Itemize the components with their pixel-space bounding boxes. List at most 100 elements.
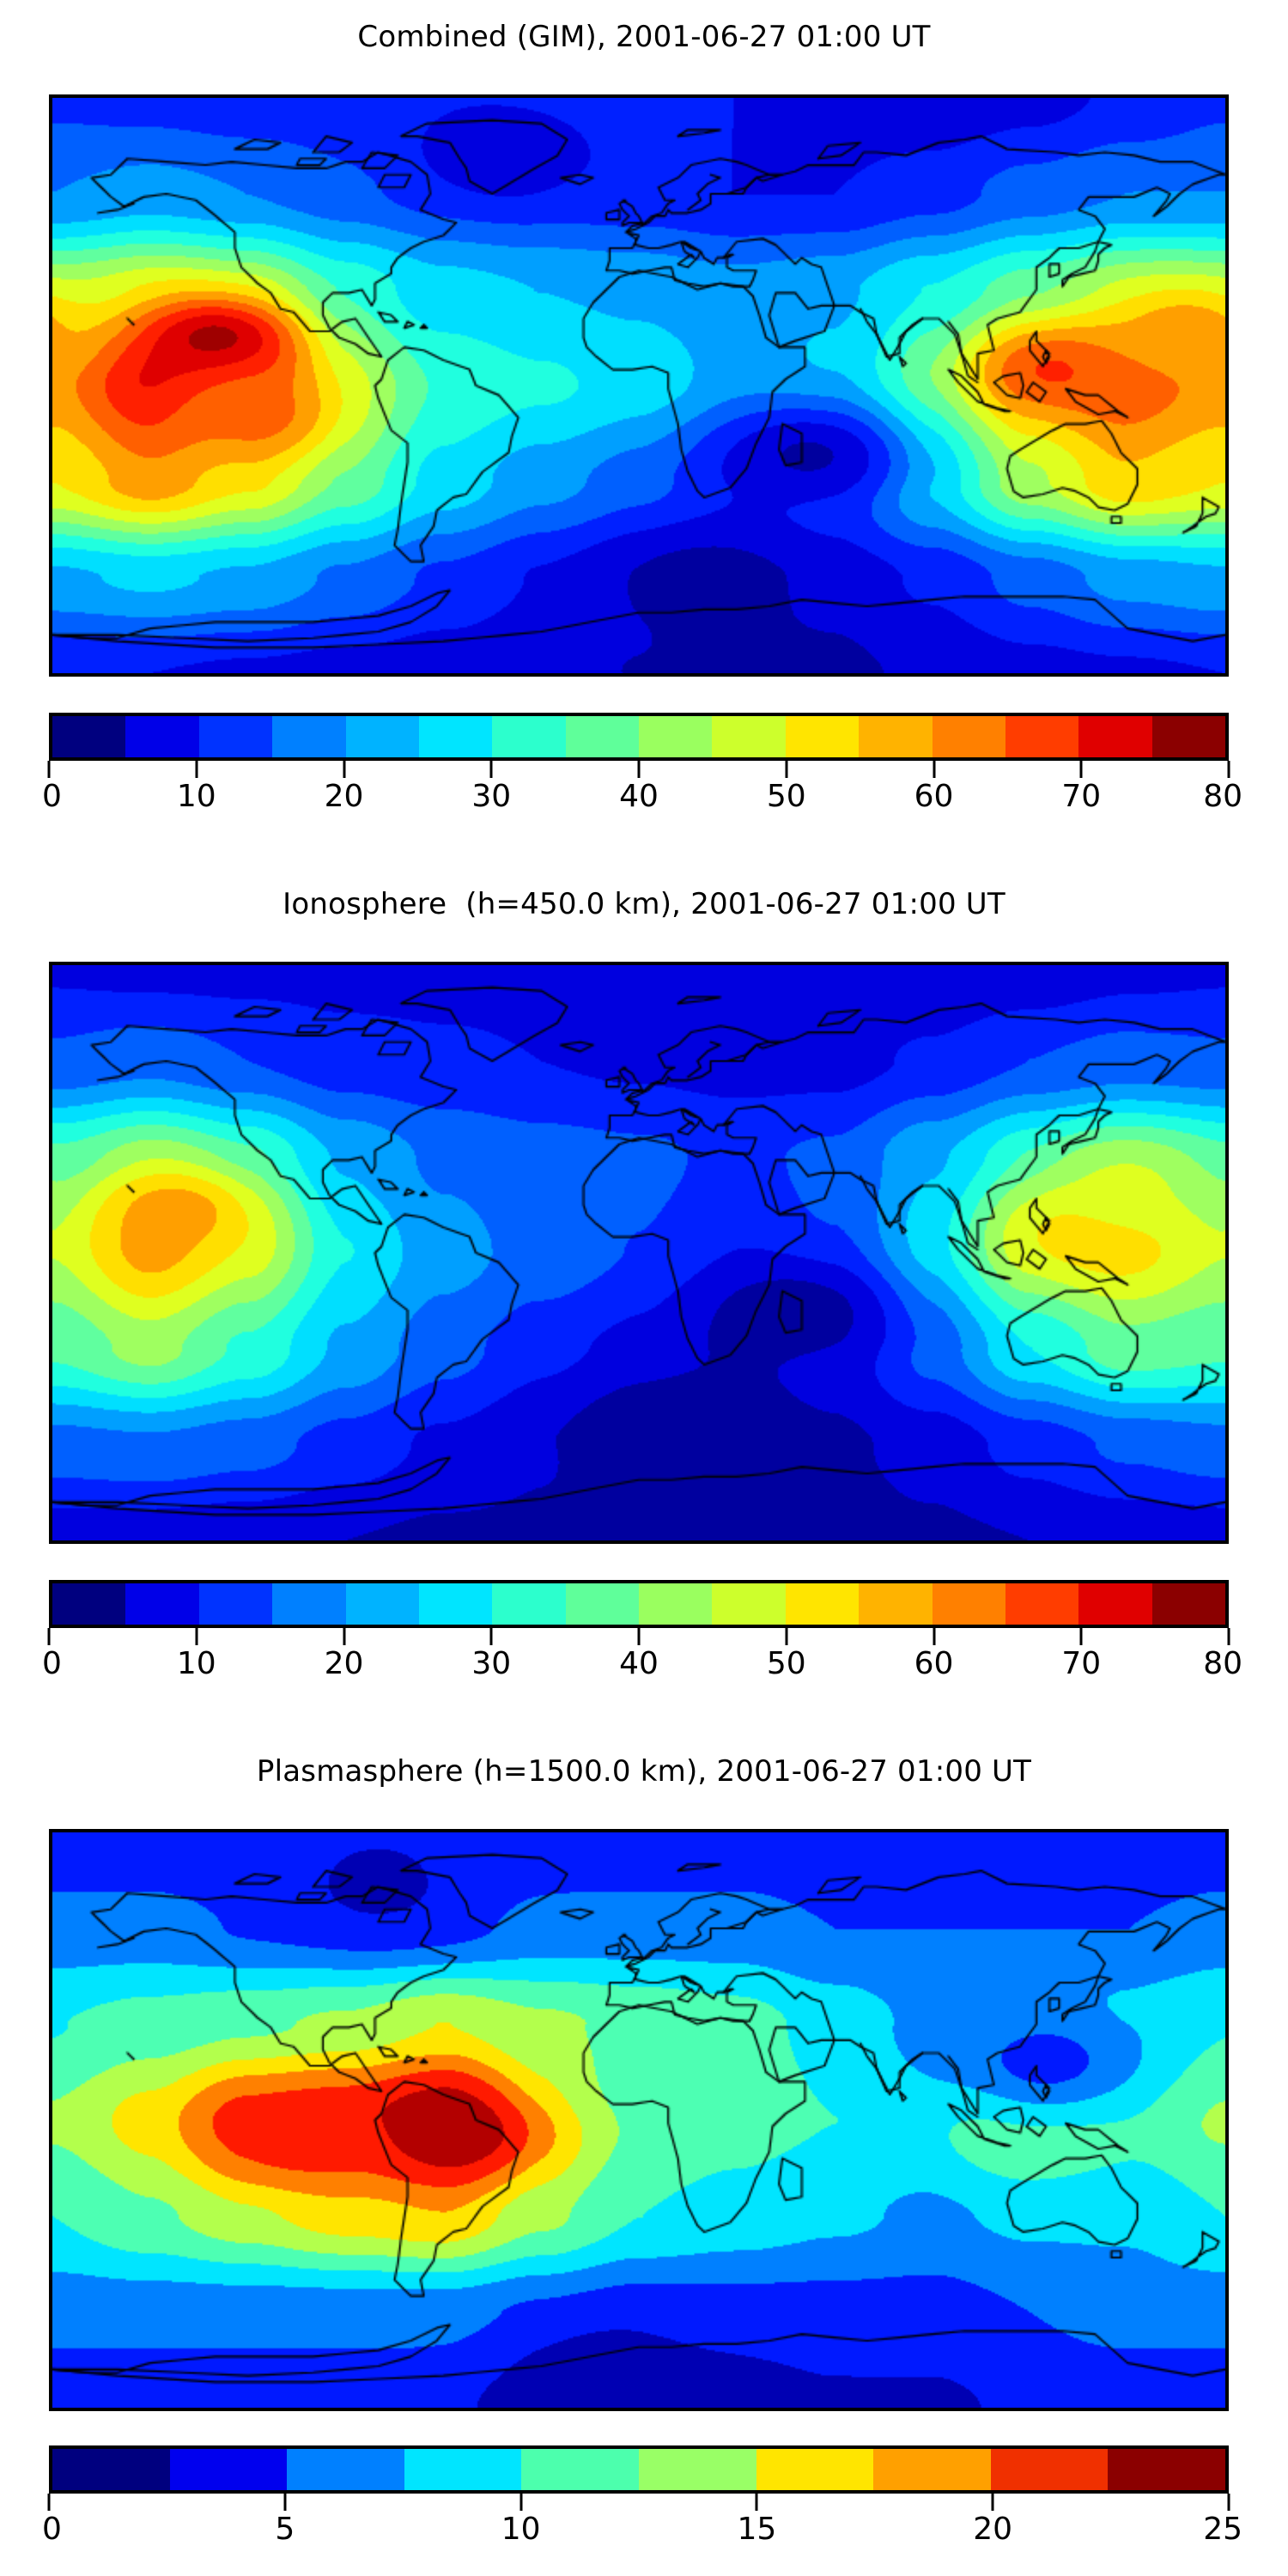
colorbar-band xyxy=(404,2449,522,2490)
colorbar-tick xyxy=(785,761,788,778)
panel-combined-gim: Combined (GIM), 2001-06-27 01:00 UT 0 10 2… xyxy=(0,0,1288,867)
colorbar-band xyxy=(492,716,566,757)
colorbar-combined-gim: 0 10 20 30 40 50 60 70 80 xyxy=(42,713,1242,817)
colorbar-plasmasphere: 0 5 10 15 20 25 xyxy=(42,2445,1242,2550)
colorbar-tick-label: 25 xyxy=(1203,2512,1243,2547)
colorbar-band xyxy=(418,716,493,757)
colorbar-tick-label: 60 xyxy=(914,1646,954,1681)
colorbar-tick-labels: 0 10 20 30 40 50 60 70 80 xyxy=(42,779,1242,817)
map-axes-ionosphere[interactable] xyxy=(49,962,1229,1544)
colorbar-band xyxy=(638,2449,756,2490)
colorbar-gradient[interactable] xyxy=(49,1580,1229,1628)
tec-heatmap-ionosphere xyxy=(52,965,1225,1540)
colorbar-band xyxy=(169,2449,288,2490)
colorbar-tick xyxy=(47,761,51,778)
colorbar-tick xyxy=(343,761,345,778)
colorbar-tick-label: 80 xyxy=(1203,779,1243,814)
colorbar-ionosphere: 0 10 20 30 40 50 60 70 80 xyxy=(42,1580,1242,1685)
colorbar-gradient[interactable] xyxy=(49,713,1229,761)
map-axes-combined-gim[interactable] xyxy=(49,94,1229,677)
colorbar-ticks xyxy=(47,761,1230,780)
colorbar-band xyxy=(345,1583,419,1625)
colorbar-tick-label: 80 xyxy=(1203,1646,1243,1681)
colorbar-band xyxy=(52,1583,126,1625)
colorbar-band xyxy=(1151,1583,1225,1625)
colorbar-tick-label: 10 xyxy=(176,779,216,814)
colorbar-band xyxy=(125,1583,199,1625)
colorbar-tick-label: 0 xyxy=(41,779,62,814)
colorbar-tick xyxy=(489,761,493,778)
colorbar-band xyxy=(785,1583,860,1625)
panel-title: Ionosphere (h=450.0 km), 2001-06-27 01:0… xyxy=(283,887,1005,921)
colorbar-band xyxy=(125,716,199,757)
panel-ionosphere: Ionosphere (h=450.0 km), 2001-06-27 01:0… xyxy=(0,867,1288,1735)
panel-title: Combined (GIM), 2001-06-27 01:00 UT xyxy=(357,20,931,54)
colorbar-band xyxy=(1078,716,1152,757)
colorbar-band xyxy=(52,716,126,757)
colorbar-band xyxy=(859,716,933,757)
colorbar-tick xyxy=(47,2494,51,2511)
colorbar-tick-label: 15 xyxy=(737,2512,777,2547)
colorbar-band xyxy=(565,1583,639,1625)
colorbar-tick xyxy=(1227,1628,1230,1645)
colorbar-band xyxy=(932,1583,1005,1625)
colorbar-band xyxy=(272,716,346,757)
colorbar-band xyxy=(873,2449,991,2490)
colorbar-tick-label: 10 xyxy=(501,2512,541,2547)
colorbar-tick xyxy=(489,1628,493,1645)
panel-title: Plasmasphere (h=1500.0 km), 2001-06-27 0… xyxy=(256,1754,1032,1789)
colorbar-band xyxy=(1005,1583,1079,1625)
colorbar-band xyxy=(712,716,786,757)
colorbar-tick xyxy=(933,1628,935,1645)
colorbar-band xyxy=(198,716,273,757)
colorbar-band xyxy=(859,1583,933,1625)
colorbar-tick xyxy=(755,2494,758,2511)
tec-heatmap-plasmasphere xyxy=(52,1832,1225,2408)
colorbar-tick-label: 50 xyxy=(766,1646,806,1681)
tec-heatmap-combined-gim xyxy=(52,98,1225,673)
colorbar-tick xyxy=(1227,761,1230,778)
colorbar-tick xyxy=(47,1628,51,1645)
colorbar-band xyxy=(1151,716,1225,757)
colorbar-tick xyxy=(991,2494,994,2511)
colorbar-tick-label: 0 xyxy=(41,1646,62,1681)
colorbar-tick xyxy=(785,1628,788,1645)
colorbar-tick xyxy=(195,761,198,778)
colorbar-band xyxy=(785,716,860,757)
colorbar-tick-label: 70 xyxy=(1061,1646,1102,1681)
colorbar-tick-label: 40 xyxy=(619,779,659,814)
colorbar-gradient[interactable] xyxy=(49,2445,1229,2494)
colorbar-tick-label: 70 xyxy=(1061,779,1102,814)
colorbar-band xyxy=(345,716,419,757)
colorbar-tick-label: 0 xyxy=(41,2512,62,2547)
colorbar-tick xyxy=(1227,2494,1230,2511)
colorbar-band xyxy=(990,2449,1109,2490)
colorbar-band xyxy=(712,1583,786,1625)
colorbar-band xyxy=(418,1583,493,1625)
colorbar-band xyxy=(639,1583,713,1625)
colorbar-ticks xyxy=(47,2494,1230,2512)
colorbar-tick-label: 60 xyxy=(914,779,954,814)
colorbar-band xyxy=(1078,1583,1152,1625)
colorbar-tick xyxy=(637,761,641,778)
colorbar-tick-label: 20 xyxy=(324,779,364,814)
colorbar-band xyxy=(1005,716,1079,757)
colorbar-band xyxy=(1108,2449,1225,2490)
colorbar-tick-label: 30 xyxy=(471,1646,512,1681)
colorbar-tick xyxy=(933,761,935,778)
colorbar-band xyxy=(287,2449,404,2490)
colorbar-band xyxy=(565,716,639,757)
colorbar-tick-label: 50 xyxy=(766,779,806,814)
colorbar-tick-labels: 0 5 10 15 20 25 xyxy=(42,2512,1242,2550)
colorbar-tick-label: 20 xyxy=(324,1646,364,1681)
colorbar-band xyxy=(492,1583,566,1625)
colorbar-band xyxy=(756,2449,874,2490)
colorbar-tick xyxy=(195,1628,198,1645)
colorbar-tick-labels: 0 10 20 30 40 50 60 70 80 xyxy=(42,1646,1242,1685)
colorbar-band xyxy=(521,2449,639,2490)
map-axes-plasmasphere[interactable] xyxy=(49,1829,1229,2411)
colorbar-tick-label: 40 xyxy=(619,1646,659,1681)
colorbar-band xyxy=(52,2449,170,2490)
colorbar-tick xyxy=(1079,1628,1083,1645)
colorbar-tick xyxy=(283,2494,287,2511)
